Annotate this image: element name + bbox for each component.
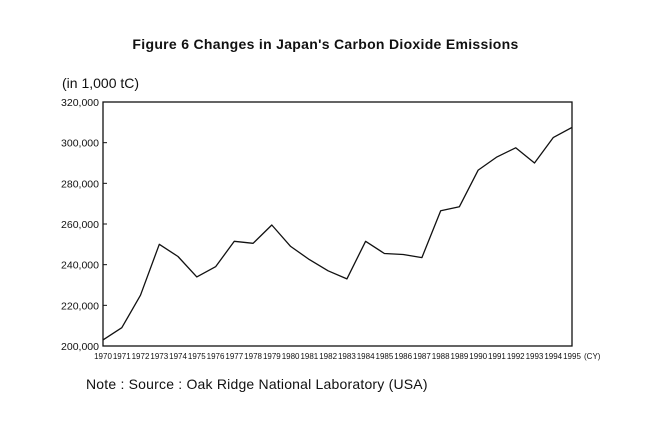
y-tick-label: 260,000 [61, 219, 99, 231]
x-tick-label: 1995 [563, 352, 581, 361]
x-tick-label: 1994 [544, 352, 562, 361]
y-tick-label: 240,000 [61, 260, 99, 272]
emissions-series-line [102, 126, 573, 341]
x-tick-label: 1976 [207, 352, 225, 361]
x-tick-label: 1974 [169, 352, 187, 361]
x-tick-label: 1989 [451, 352, 469, 361]
x-axis-ticks: 1970 1971 1972 1973 1974 1975 1976 1977 1978 1979… [94, 352, 581, 361]
x-tick-label: 1987 [413, 352, 431, 361]
x-tick-label: 1992 [507, 352, 525, 361]
x-tick-label: 1983 [338, 352, 356, 361]
x-tick-label: 1986 [394, 352, 412, 361]
x-tick-label: 1982 [319, 352, 337, 361]
x-tick-label: 1977 [225, 352, 243, 361]
x-tick-label: 1973 [150, 352, 168, 361]
x-tick-label: 1971 [113, 352, 131, 361]
y-tick-label: 320,000 [61, 97, 99, 109]
x-tick-label: 1975 [188, 352, 206, 361]
y-axis-ticks: 200,000 220,000 240,000 260,000 280,000 300,0… [61, 97, 107, 353]
y-axis-unit-label: (in 1,000 tC) [62, 75, 140, 91]
plot-area-frame [102, 101, 573, 347]
x-axis-unit-label: (CY) [584, 352, 601, 361]
x-tick-label: 1978 [244, 352, 262, 361]
x-tick-label: 1979 [263, 352, 281, 361]
x-tick-label: 1985 [376, 352, 394, 361]
x-tick-label: 1991 [488, 352, 506, 361]
x-tick-label: 1993 [526, 352, 544, 361]
y-tick-label: 300,000 [61, 138, 99, 150]
x-tick-label: 1980 [282, 352, 300, 361]
y-tick-label: 220,000 [61, 300, 99, 312]
source-note: Note : Source : Oak Ridge National Labor… [86, 376, 428, 392]
x-tick-label: 1972 [132, 352, 150, 361]
x-tick-label: 1988 [432, 352, 450, 361]
y-tick-label: 200,000 [61, 341, 99, 353]
x-tick-label: 1990 [469, 352, 487, 361]
y-tick-label: 280,000 [61, 178, 99, 190]
x-tick-label: 1981 [300, 352, 318, 361]
x-tick-label: 1970 [94, 352, 112, 361]
x-tick-label: 1984 [357, 352, 375, 361]
chart-title: Figure 6 Changes in Japan's Carbon Dioxi… [132, 36, 519, 52]
